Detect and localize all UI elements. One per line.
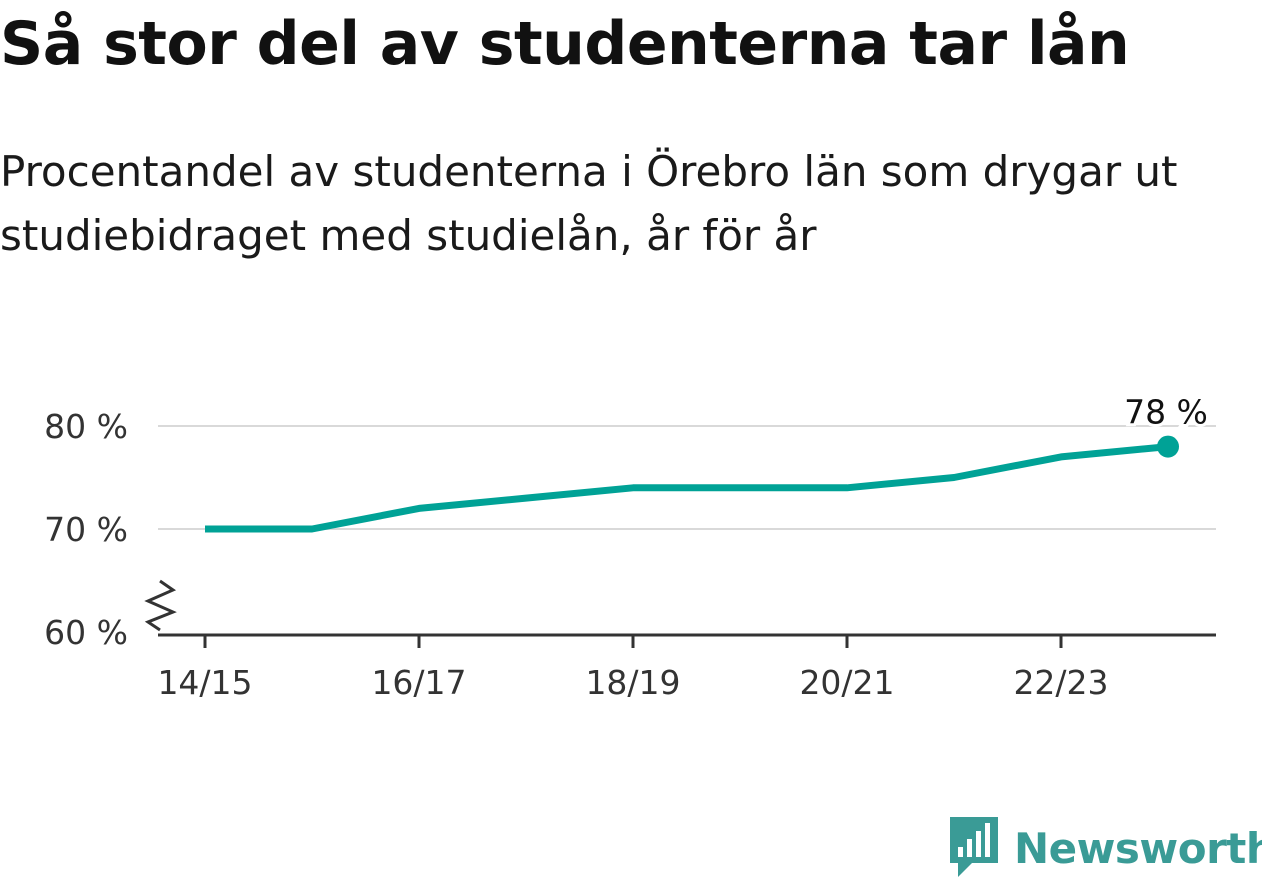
x-axis: 14/15 16/17 18/19 20/21 22/23 bbox=[157, 633, 1216, 702]
end-value-label: 78 % bbox=[1124, 393, 1208, 432]
chart-subtitle: Procentandel av studenterna i Örebro län… bbox=[0, 147, 1178, 260]
x-tick-label: 22/23 bbox=[1013, 663, 1108, 702]
y-axis-labels: 60 % 70 % 80 % bbox=[44, 407, 128, 652]
chart-title: Så stor del av studenterna tar lån bbox=[0, 9, 1130, 79]
y-tick-label: 80 % bbox=[44, 407, 128, 446]
end-point-marker bbox=[1157, 435, 1179, 458]
gridlines bbox=[158, 425, 1216, 530]
newsworthy-logo-icon bbox=[950, 817, 998, 877]
brand-name: Newsworthy bbox=[1014, 823, 1262, 873]
x-tick-label: 20/21 bbox=[799, 663, 894, 702]
x-tick-label: 18/19 bbox=[585, 663, 680, 702]
y-tick-label: 70 % bbox=[44, 510, 128, 549]
series-layer: 78 % bbox=[205, 390, 1211, 533]
x-tick-label: 16/17 bbox=[371, 663, 466, 702]
y-axis-break-icon bbox=[144, 579, 177, 632]
y-tick-label: 60 % bbox=[44, 613, 128, 652]
series-line bbox=[205, 443, 1169, 533]
newsworthy-logo: Newsworthy bbox=[950, 817, 1262, 878]
x-tick-label: 14/15 bbox=[157, 663, 252, 702]
